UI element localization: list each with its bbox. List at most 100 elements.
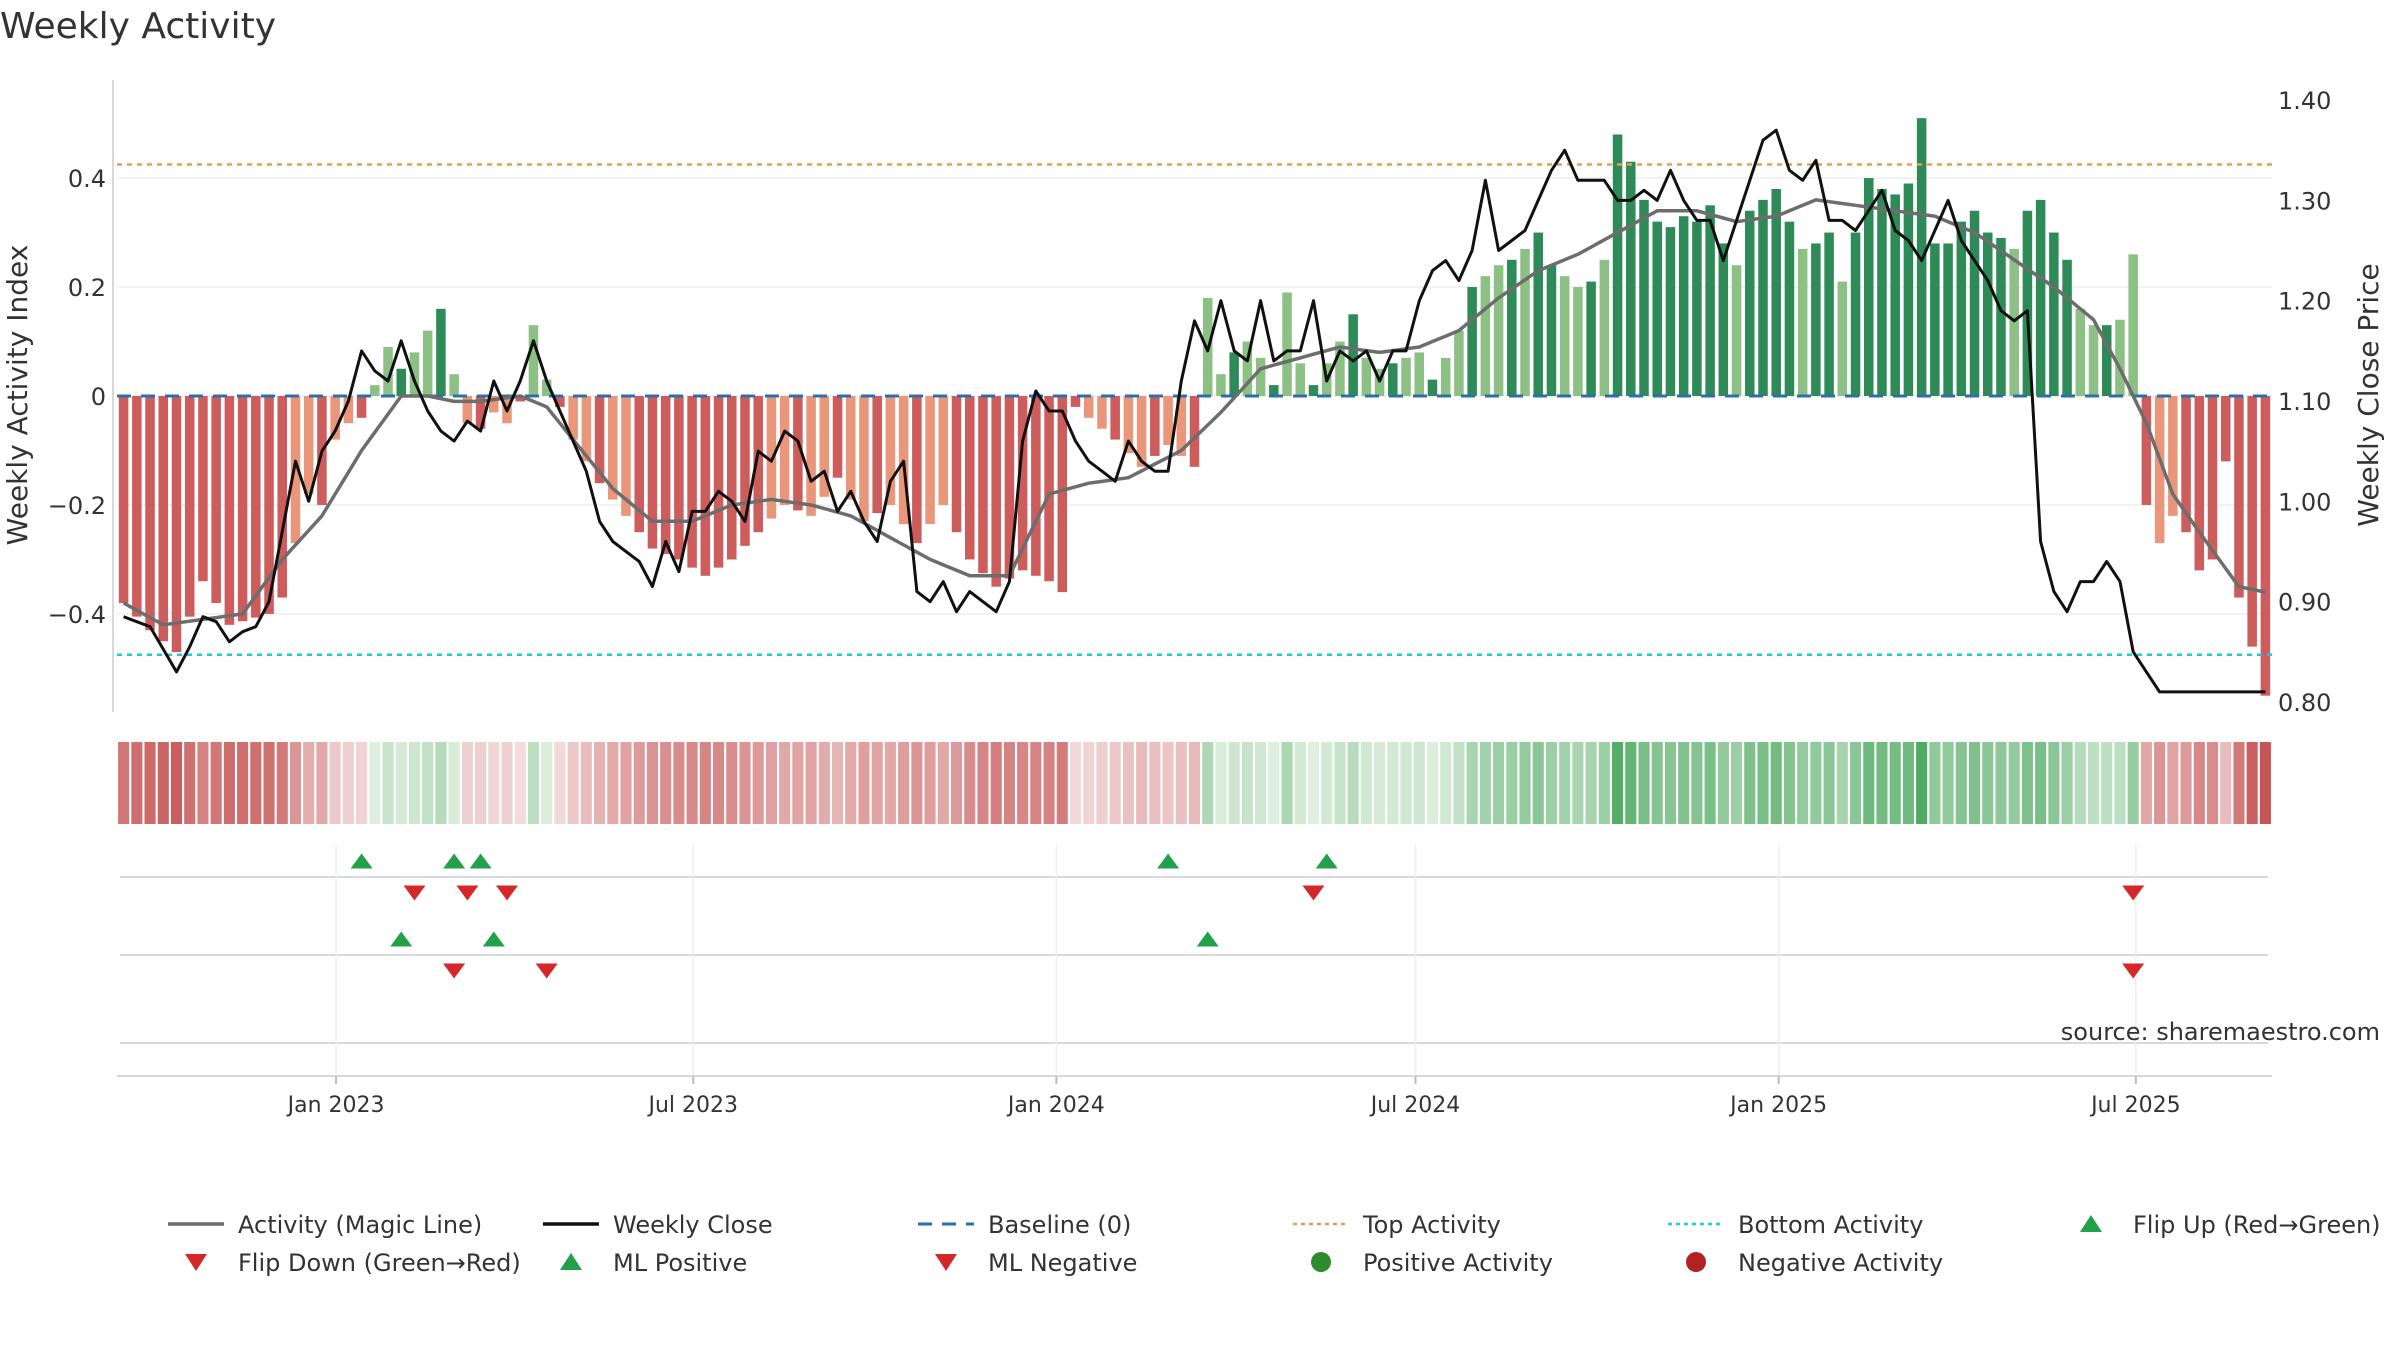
activity-bar [2049,232,2059,396]
heat-cell [2074,742,2086,824]
heat-cell [1374,742,1386,824]
activity-bar [1057,396,1068,593]
heat-cell [977,742,989,824]
heat-cell [488,742,500,824]
activity-bar [1097,396,1107,429]
activity-bar [1956,221,1967,396]
legend-item: Negative Activity [1686,1249,1943,1277]
activity-bar [224,396,235,625]
heat-cell [1612,742,1624,824]
activity-bar [647,396,658,549]
activity-bar [1150,396,1160,456]
heat-cell [831,742,844,824]
heat-cell [1770,742,1782,824]
activity-bar [2141,396,2152,505]
heat-cell [937,742,949,824]
activity-bar [462,396,473,424]
heat-cell [1532,742,1544,824]
heat-cell [2061,742,2073,824]
heat-cell [435,742,447,824]
x-tick-label: Jul 2025 [2089,1093,2181,1118]
heat-cell [1215,742,1227,824]
flip-up-marker [469,853,492,869]
legend-label: Flip Down (Green→Red) [238,1249,521,1277]
activity-bar [1665,227,1676,396]
heat-cell [289,742,302,824]
heat-cell [303,742,315,824]
activity-bar [1295,363,1306,396]
left-tick-label: 0 [91,383,106,411]
heat-cell [1968,742,1981,824]
heat-cell [2008,742,2020,824]
ml-negative-marker [443,963,466,979]
heat-cell [1678,742,1690,824]
activity-bar [1969,210,1980,396]
heat-cell [1056,742,1068,824]
activity-bar [1877,188,1887,396]
heat-cell [514,742,526,824]
heat-cell [2233,742,2245,824]
activity-bar [383,346,393,396]
activity-bar [1335,341,1345,396]
heat-cell [170,742,183,824]
heat-cell [2048,742,2060,824]
flip-down-marker [2122,885,2145,901]
activity-bar [1004,396,1015,579]
activity-bar [1031,396,1041,576]
legend-item: ML Positive [560,1249,747,1277]
heat-cell [567,742,579,824]
legend-label: Baseline (0) [988,1211,1131,1239]
heat-cell [448,742,460,824]
activity-bar [727,396,737,560]
activity-bar [806,396,816,516]
right-tick-label: 1.30 [2278,187,2331,215]
activity-bar [991,396,1001,587]
activity-bar [303,396,314,495]
heat-cell [395,742,407,824]
heat-cell [1664,742,1677,824]
heat-cell [1109,742,1121,824]
ml-positive-marker [482,931,505,947]
heat-cell [924,742,936,824]
activity-bar [1440,357,1451,396]
activity-bar [1745,210,1755,396]
activity-bar [634,396,644,533]
legend-label: Top Activity [1362,1211,1501,1239]
activity-bar [1044,396,1054,582]
legend-swatch-dot [1686,1252,1706,1272]
activity-bar [779,396,790,505]
activity-bar [1533,232,1544,396]
x-axis-ticks: Jan 2023 Jul 2023 Jan 2024 Jul 2024 Jan 2025… [286,1076,2181,1118]
activity-bar [1255,357,1266,396]
activity-bar [1599,259,1610,396]
heat-cell [2167,742,2179,824]
activity-bar [1559,276,1570,396]
heat-cell [1863,742,1875,824]
heat-cell [1929,742,1941,824]
heat-cell [1281,742,1293,824]
activity-bar [674,396,684,560]
activity-bar [2035,199,2046,396]
activity-bar [1837,281,1848,396]
activity-bar [475,396,486,429]
heat-cell [2127,742,2139,824]
flip-up-marker [1157,853,1180,869]
legend-item: Flip Down (Green→Red) [185,1249,521,1277]
activity-bar [1427,379,1438,396]
activity-bar [1705,205,1715,396]
activity-bar [1454,330,1464,396]
legend-label: ML Negative [988,1249,1137,1277]
activity-bar [2247,396,2257,647]
activity-bar [330,396,340,440]
heat-cell [197,742,209,824]
activity-bar [1797,248,1808,396]
activity-bar [1678,216,1689,396]
activity-bar [2009,248,2019,396]
activity-heat-strip [118,742,2271,824]
heat-cell [1175,742,1187,824]
heat-cell [342,742,354,824]
heat-cell [541,742,553,824]
right-axis-ticks: 1.40 1.30 1.20 1.10 1.00 0.90 0.80 [2278,87,2331,717]
activity-bar [1982,232,1993,396]
